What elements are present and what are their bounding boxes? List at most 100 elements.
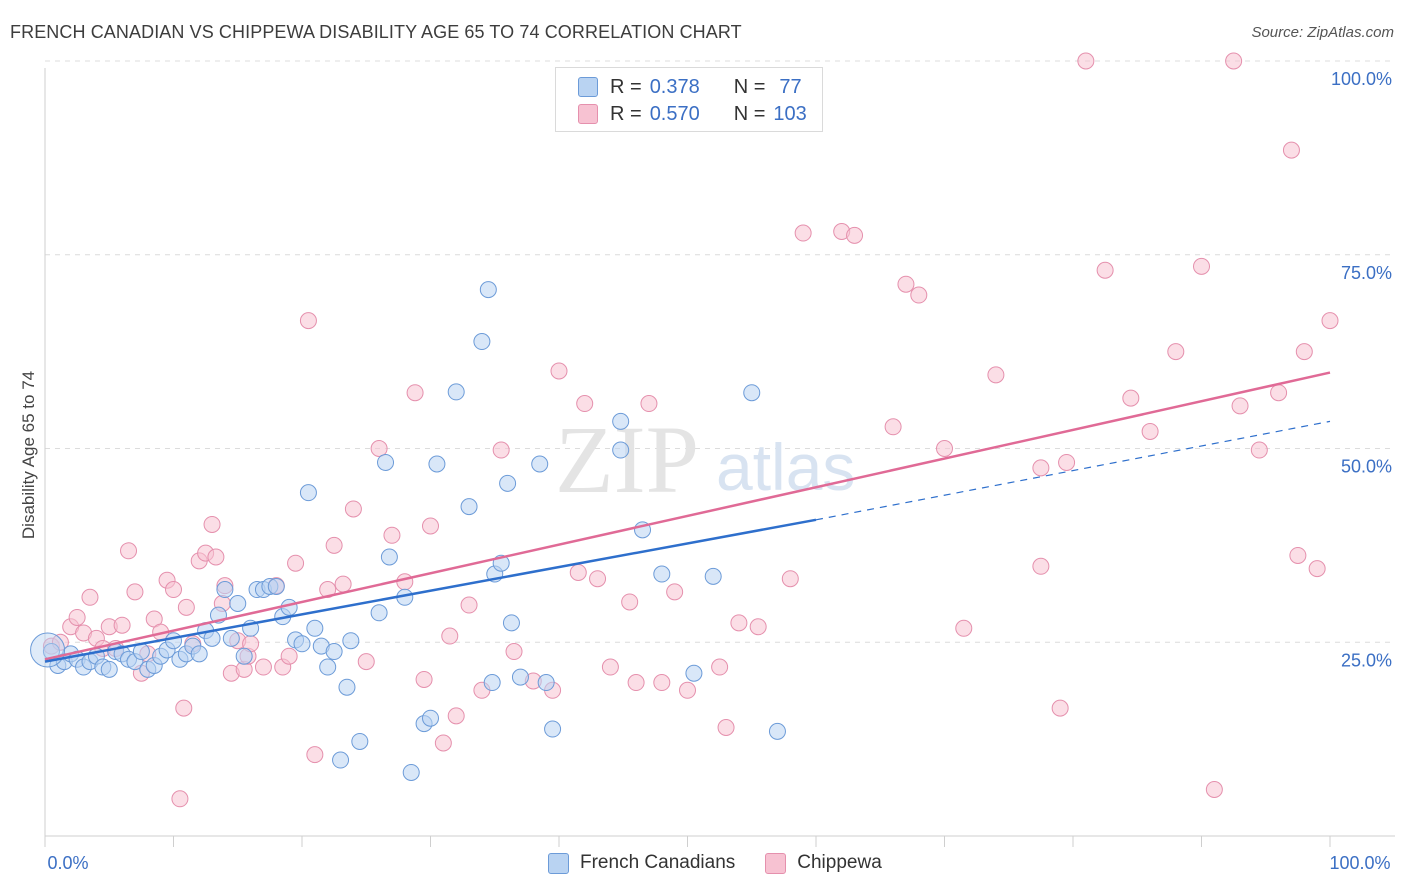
chippewa-point (415, 670, 433, 688)
french-canadians-point (280, 598, 298, 616)
chippewa-point (254, 658, 272, 676)
chippewa-point (576, 395, 594, 413)
french-canadians-point (229, 595, 247, 612)
chippewa-point (370, 440, 388, 457)
chippewa-point (1250, 441, 1268, 459)
series-swatch-pink (765, 852, 787, 874)
french-canadians-point (299, 484, 317, 502)
chippewa-point (987, 366, 1005, 384)
legend-r-label: R = (610, 102, 642, 125)
series-legend-french-canadians: French Canadians (548, 852, 735, 874)
french-canadians-point (190, 645, 208, 663)
french-canadians-point (612, 441, 630, 459)
legend-n-label: N = (733, 75, 766, 98)
french-canadians-point (704, 567, 722, 585)
chippewa-point (441, 627, 459, 645)
chippewa-point (653, 674, 671, 692)
chippewa-point (717, 719, 735, 736)
french-canadians-point (332, 751, 350, 769)
french-canadians-point (460, 498, 478, 516)
chippewa-point (730, 614, 748, 632)
x-tick-label: 100.0% (1329, 853, 1390, 873)
french-canadians-point (743, 384, 761, 402)
french-canadians-point (768, 722, 786, 740)
chippewa-point (1077, 52, 1095, 70)
chippewa-point (165, 581, 182, 599)
chart-title: FRENCH CANADIAN VS CHIPPEWA DISABILITY A… (10, 22, 742, 42)
chippewa-point (422, 517, 439, 535)
legend-n-label: N = (733, 102, 766, 125)
y-axis-label: Disability Age 65 to 74 (19, 371, 38, 539)
chippewa-point (1141, 422, 1159, 440)
chippewa-point (287, 554, 305, 572)
chippewa-point (319, 581, 337, 599)
french-canadians-point (351, 732, 369, 750)
chippewa-point (1032, 459, 1050, 477)
french-canadians-point (342, 632, 360, 650)
chippewa-point (207, 548, 225, 566)
french-canadians-point (402, 763, 420, 781)
chippewa-point (601, 658, 619, 676)
chippewa-point (120, 542, 138, 560)
chippewa-point (306, 746, 324, 764)
y-tick-label: 50.0% (1341, 457, 1392, 477)
series-legend-chippewa: Chippewa (765, 852, 882, 874)
french-canadians-point (100, 660, 118, 678)
chippewa-point (1289, 546, 1307, 564)
chippewa-point (505, 643, 523, 661)
chippewa-point (280, 647, 298, 665)
chippewa-point (627, 674, 645, 692)
chippewa-points (42, 52, 1339, 808)
legend-r-value: 0.570 (649, 102, 700, 125)
chippewa-point (1321, 312, 1339, 330)
chippewa-point (113, 616, 131, 634)
chippewa-point (1032, 557, 1050, 575)
legend-row-french-canadians: R = 0.378 N = 77 (578, 74, 802, 100)
french-canadians-point (473, 333, 491, 351)
chippewa-point (621, 593, 639, 611)
legend-r-label: R = (610, 75, 642, 98)
chippewa-point (396, 573, 414, 591)
chippewa-point (749, 618, 767, 636)
y-tick-label: 75.0% (1341, 263, 1392, 283)
french-canadians-point (428, 455, 446, 473)
chippewa-point (1231, 397, 1249, 415)
chippewa-point (1058, 453, 1076, 471)
french-canadians-point (165, 632, 182, 650)
chippewa-point (383, 526, 401, 544)
chippewa-point (1193, 257, 1210, 275)
chippewa-point (460, 596, 478, 614)
chippewa-point (171, 790, 189, 808)
axes (44, 68, 1395, 847)
french-canadians-point (325, 643, 343, 661)
french-canadians-point (216, 581, 234, 599)
gridlines (45, 60, 1395, 643)
legend-r-value: 0.378 (649, 75, 700, 98)
french-canadians-point (380, 548, 398, 566)
french-canadians-point (306, 619, 324, 637)
chippewa-point (666, 583, 684, 601)
series-legend: French Canadians Chippewa (548, 852, 912, 874)
chippewa-point (589, 570, 607, 588)
chippewa-point (1295, 343, 1313, 361)
legend-swatch-pink (578, 104, 598, 124)
chippewa-point (325, 536, 343, 554)
french-canadians-point (537, 674, 555, 692)
chippewa-point (679, 681, 696, 699)
french-canadians-point (370, 604, 388, 622)
chippewa-point (344, 500, 362, 518)
chippewa-point (794, 224, 812, 242)
french-canadians-point (544, 720, 562, 738)
french-canadians-point (483, 674, 501, 692)
chippewa-point (897, 275, 915, 293)
series-name: Chippewa (797, 852, 882, 873)
chippewa-point (447, 707, 465, 725)
french-canadians-point (319, 658, 337, 676)
chippewa-point (550, 362, 568, 380)
chippewa-point (126, 583, 144, 601)
french-canadians-point (511, 668, 529, 686)
french-canadians-point (499, 474, 517, 492)
french-canadians-point (502, 614, 520, 632)
chippewa-point (203, 515, 221, 533)
